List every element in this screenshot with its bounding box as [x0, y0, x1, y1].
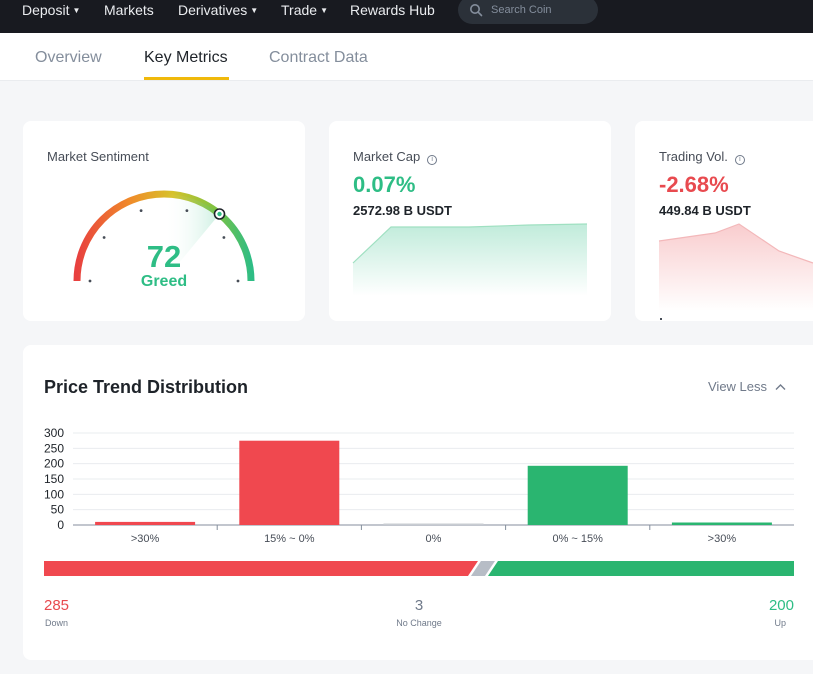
nav-trade-label: Trade	[281, 2, 318, 18]
no-change-count: 3	[414, 597, 424, 614]
x-tick-label: 15% ~ 0%	[264, 533, 315, 545]
trading-vol-change: -2.68%	[659, 172, 729, 197]
chart-bar[interactable]	[527, 465, 628, 525]
y-tick-label: 200	[44, 457, 64, 471]
nav-markets-label: Markets	[104, 2, 154, 18]
gauge-tick-dot	[236, 279, 240, 283]
chart-bar[interactable]	[239, 440, 340, 525]
up-label: Up	[774, 618, 786, 628]
x-tick-label: >30%	[708, 533, 737, 545]
gauge-tick-dot	[139, 209, 143, 212]
distribution-strip-down	[44, 561, 478, 576]
search-icon	[470, 4, 483, 17]
trading-vol-title-row: Trading Vol. i	[659, 149, 745, 165]
market-cap-title: Market Cap	[353, 149, 421, 164]
search-input[interactable]	[491, 3, 591, 17]
chart-x-axis: >30% 15% ~ 0% 0% 0% ~ 15% >30%	[131, 525, 736, 545]
caret-down-icon: ▼	[320, 6, 328, 15]
y-tick-label: 150	[44, 472, 64, 486]
tab-overview[interactable]: Overview	[35, 49, 102, 66]
info-icon[interactable]: i	[734, 155, 745, 165]
chart-bar[interactable]	[383, 523, 484, 526]
view-less-button[interactable]: View Less	[708, 379, 786, 394]
market-sentiment-title: Market Sentiment	[47, 149, 149, 164]
chart-bar[interactable]	[95, 521, 196, 525]
chart-bar[interactable]	[671, 522, 772, 526]
nav-markets[interactable]: Markets	[104, 0, 154, 20]
market-cap-card: Market Cap i 0.07% 2572.98 B USDT	[329, 121, 611, 321]
down-count: 285	[44, 597, 70, 614]
nav-deposit-label: Deposit	[22, 2, 70, 18]
market-cap-title-row: Market Cap i	[353, 149, 438, 165]
market-cap-change: 0.07%	[353, 172, 416, 197]
chart-bars	[95, 440, 772, 526]
market-cap-value: 2572.98 B USDT	[353, 203, 452, 218]
active-tab-indicator	[144, 77, 229, 80]
nav-derivatives[interactable]: Derivatives ▼	[178, 0, 258, 20]
gauge-tick-dots	[88, 209, 240, 283]
distribution-strip-up	[487, 561, 794, 576]
gauge-tick-dot	[185, 209, 189, 212]
nav-deposit[interactable]: Deposit ▼	[22, 0, 80, 20]
price-trend-title: Price Trend Distribution	[44, 377, 249, 397]
x-tick-label: 0% ~ 15%	[552, 533, 603, 545]
y-tick-label: 250	[44, 441, 64, 455]
down-label: Down	[45, 618, 69, 628]
nav-rewards-hub-label: Rewards Hub	[350, 2, 435, 18]
tab-key-metrics[interactable]: Key Metrics	[144, 49, 228, 66]
sentiment-label: Greed	[140, 273, 188, 290]
caret-down-icon: ▼	[72, 6, 81, 15]
market-cap-sparkline	[352, 223, 588, 296]
info-icon[interactable]: i	[427, 155, 438, 165]
nav-derivatives-label: Derivatives	[178, 2, 248, 18]
gauge-fill-sector	[164, 194, 220, 281]
y-tick-label: 50	[51, 503, 65, 517]
y-tick-label: 0	[57, 518, 64, 532]
trading-vol-sparkline	[658, 223, 813, 320]
chevron-up-icon	[775, 384, 786, 390]
nav-rewards-hub[interactable]: Rewards Hub	[350, 0, 435, 20]
tab-contract-data[interactable]: Contract Data	[269, 49, 368, 66]
no-change-label: No Change	[396, 618, 442, 628]
search-box[interactable]	[458, 0, 598, 24]
caret-down-icon: ▼	[250, 6, 259, 15]
top-navigation: Deposit ▼ Markets Derivatives ▼ Trade ▼ Rew…	[0, 0, 813, 33]
trading-vol-value: 449.84 B USDT	[659, 203, 751, 218]
distribution-strip-no-change	[470, 561, 495, 576]
x-tick-label: >30%	[131, 533, 160, 545]
gauge-tick-dot	[102, 236, 106, 239]
y-tick-label: 300	[44, 426, 64, 440]
up-count: 200	[768, 597, 794, 614]
price-trend-card: Price Trend Distribution View Less 0 50 10…	[23, 345, 813, 660]
view-less-label: View Less	[708, 379, 768, 394]
y-tick-label: 100	[44, 487, 64, 501]
x-tick-label: 0%	[426, 533, 442, 545]
gauge-tick-dot	[222, 236, 226, 239]
nav-trade[interactable]: Trade ▼	[281, 0, 328, 20]
sentiment-gauge	[73, 190, 255, 283]
gauge-marker-dot	[217, 211, 222, 217]
trading-vol-title: Trading Vol.	[659, 149, 728, 164]
market-sentiment-card: Market Sentiment 72 Greed	[23, 121, 305, 321]
sentiment-value: 72	[146, 239, 182, 274]
tab-bar: Overview Key Metrics Contract Data	[0, 33, 813, 81]
gauge-tick-dot	[88, 279, 92, 283]
trading-vol-card: Trading Vol. i -2.68% 449.84 B USDT	[635, 121, 813, 321]
distribution-strip	[44, 561, 794, 576]
chart-gridlines	[73, 432, 794, 526]
